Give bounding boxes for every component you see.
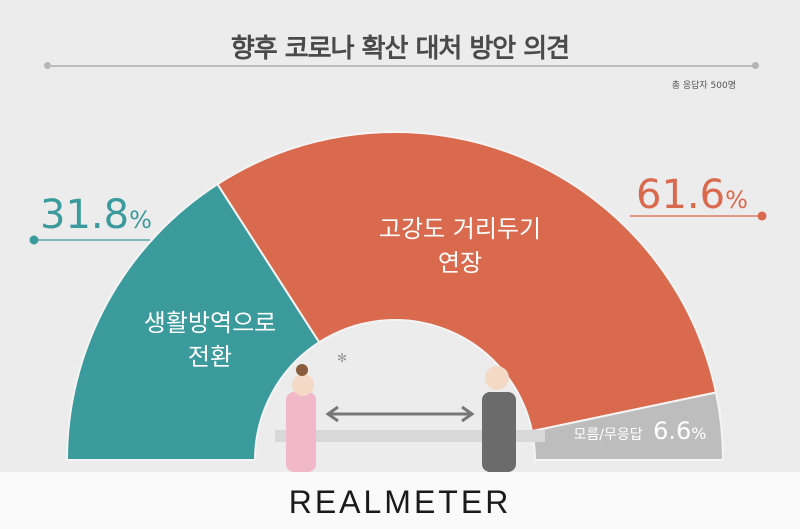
woman-figure-body xyxy=(286,392,316,472)
slice-label-1-line1: 고강도 거리두기 xyxy=(378,215,542,243)
title-rule xyxy=(48,65,758,67)
leader-dot-1 xyxy=(757,211,767,221)
slice-label-0-line1: 생활방역으로 xyxy=(143,309,277,337)
slice-0 xyxy=(65,182,321,461)
slice-label-2: 모름/무응답 6.6% xyxy=(560,414,720,452)
distance-arrow-heads xyxy=(325,405,475,423)
pct-value-0: 31.8 xyxy=(40,192,130,238)
chart-title: 향후 코로나 확산 대처 방안 의견 xyxy=(230,34,570,64)
pct-value-1: 61.6 xyxy=(636,172,726,218)
brand-logo: REALMETER xyxy=(288,484,512,520)
virus-icon: ✻ xyxy=(337,351,347,365)
slice-label-1-line2: 연장 xyxy=(437,249,483,277)
pct-unit-2: % xyxy=(691,424,707,443)
slice-label-0-line2: 전환 xyxy=(187,343,233,371)
woman-hair-bun xyxy=(296,364,308,376)
woman-figure-head xyxy=(292,374,314,396)
man-figure-head xyxy=(485,366,509,390)
slice-1 xyxy=(216,131,718,433)
respondents-note: 총 응답자 500명 xyxy=(671,81,736,91)
footer-band xyxy=(0,472,800,529)
leader-dot-0 xyxy=(29,235,39,245)
pct-unit-1: % xyxy=(725,186,748,214)
pct-label-0: 31.8% xyxy=(40,192,152,238)
pct-label-1: 61.6% xyxy=(636,172,748,218)
pct-value-2: 6.6 xyxy=(653,417,692,445)
floor-shadow xyxy=(275,430,545,442)
rule-dot-right xyxy=(752,62,759,69)
slice-label-1: 고강도 거리두기 연장 xyxy=(350,212,570,280)
slice-label-2-text: 모름/무응답 xyxy=(573,427,643,443)
man-figure-body xyxy=(482,392,516,472)
slice-label-0: 생활방역으로 전환 xyxy=(100,306,320,374)
pct-unit-0: % xyxy=(129,206,152,234)
rule-dot-left xyxy=(44,62,51,69)
